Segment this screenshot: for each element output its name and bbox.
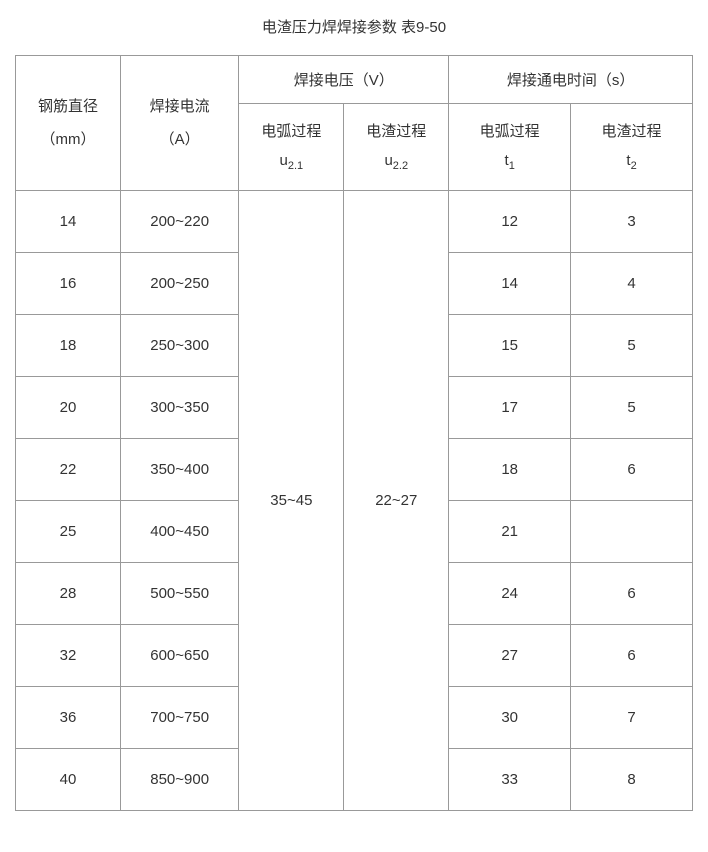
cell-t1: 12 — [449, 191, 571, 253]
cell-t1: 30 — [449, 687, 571, 749]
table-body: 14 200~220 35~45 22~27 12 3 16 200~250 1… — [16, 191, 693, 811]
welding-params-table: 钢筋直径 （mm） 焊接电流 （A） 焊接电压（V） 焊接通电时间（s） 电弧过… — [15, 55, 693, 811]
table-row: 14 200~220 35~45 22~27 12 3 — [16, 191, 693, 253]
cell-t2: 3 — [571, 191, 693, 253]
sub3-line1: 电弧过程 — [480, 123, 540, 140]
header-time-group: 焊接通电时间（s） — [449, 56, 693, 104]
cell-voltage-arc-merged: 35~45 — [239, 191, 344, 811]
cell-diameter: 14 — [16, 191, 121, 253]
cell-diameter: 25 — [16, 501, 121, 563]
sub1-label: u — [280, 152, 288, 169]
cell-t1: 18 — [449, 439, 571, 501]
cell-diameter: 18 — [16, 315, 121, 377]
sub1-line1: 电弧过程 — [261, 123, 321, 140]
cell-diameter: 28 — [16, 563, 121, 625]
subheader-time-arc: 电弧过程 t1 — [449, 104, 571, 191]
header-row-1: 钢筋直径 （mm） 焊接电流 （A） 焊接电压（V） 焊接通电时间（s） — [16, 56, 693, 104]
header-current: 焊接电流 （A） — [120, 56, 238, 191]
cell-diameter: 40 — [16, 749, 121, 811]
cell-t2 — [571, 501, 693, 563]
cell-t1: 33 — [449, 749, 571, 811]
cell-t1: 21 — [449, 501, 571, 563]
sub3-sub: 1 — [509, 160, 515, 172]
sub4-line1: 电渣过程 — [602, 123, 662, 140]
table-title: 电渣压力焊焊接参数 表9-50 — [15, 16, 693, 37]
header-current-line2: （A） — [160, 131, 200, 148]
cell-t1: 15 — [449, 315, 571, 377]
cell-diameter: 20 — [16, 377, 121, 439]
header-diameter: 钢筋直径 （mm） — [16, 56, 121, 191]
subheader-time-slag: 电渣过程 t2 — [571, 104, 693, 191]
cell-t2: 6 — [571, 625, 693, 687]
cell-diameter: 22 — [16, 439, 121, 501]
subheader-voltage-slag: 电渣过程 u2.2 — [344, 104, 449, 191]
header-current-line1: 焊接电流 — [150, 98, 210, 115]
cell-current: 200~250 — [120, 253, 238, 315]
cell-t2: 8 — [571, 749, 693, 811]
cell-current: 300~350 — [120, 377, 238, 439]
cell-t2: 7 — [571, 687, 693, 749]
sub2-line1: 电渣过程 — [366, 123, 426, 140]
subheader-voltage-arc: 电弧过程 u2.1 — [239, 104, 344, 191]
cell-t2: 6 — [571, 563, 693, 625]
cell-t2: 6 — [571, 439, 693, 501]
cell-t1: 27 — [449, 625, 571, 687]
sub4-sub: 2 — [631, 160, 637, 172]
cell-current: 500~550 — [120, 563, 238, 625]
cell-diameter: 32 — [16, 625, 121, 687]
cell-voltage-slag-merged: 22~27 — [344, 191, 449, 811]
header-diameter-line1: 钢筋直径 — [38, 98, 98, 115]
sub2-sub: 2.2 — [393, 160, 408, 172]
cell-t1: 24 — [449, 563, 571, 625]
cell-t2: 5 — [571, 377, 693, 439]
cell-current: 400~450 — [120, 501, 238, 563]
cell-t2: 4 — [571, 253, 693, 315]
sub1-sub: 2.1 — [288, 160, 303, 172]
header-voltage-group: 焊接电压（V） — [239, 56, 449, 104]
header-diameter-line2: （mm） — [40, 131, 95, 148]
sub2-label: u — [384, 152, 392, 169]
cell-current: 700~750 — [120, 687, 238, 749]
cell-t1: 14 — [449, 253, 571, 315]
cell-current: 600~650 — [120, 625, 238, 687]
cell-current: 350~400 — [120, 439, 238, 501]
cell-current: 200~220 — [120, 191, 238, 253]
cell-t2: 5 — [571, 315, 693, 377]
cell-diameter: 16 — [16, 253, 121, 315]
cell-diameter: 36 — [16, 687, 121, 749]
cell-t1: 17 — [449, 377, 571, 439]
cell-current: 850~900 — [120, 749, 238, 811]
cell-current: 250~300 — [120, 315, 238, 377]
